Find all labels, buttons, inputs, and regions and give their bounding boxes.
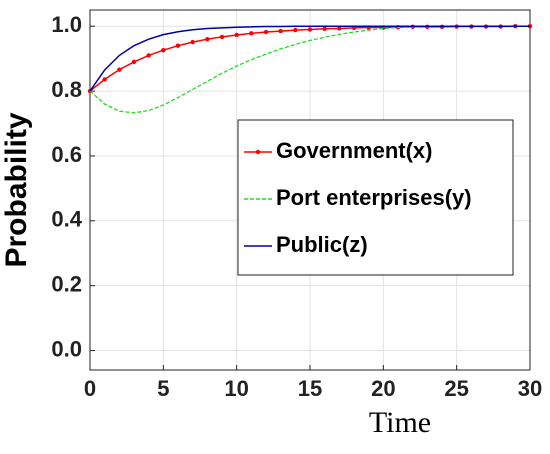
y-tick-label: 0.2 xyxy=(51,271,82,296)
series-marker xyxy=(293,27,298,33)
legend-marker xyxy=(255,149,261,155)
x-tick-label: 10 xyxy=(224,376,248,401)
x-tick-label: 15 xyxy=(298,376,322,401)
series-marker xyxy=(190,39,195,45)
series-marker xyxy=(322,26,327,32)
series-marker xyxy=(249,31,254,36)
series-marker xyxy=(131,59,137,65)
series-marker xyxy=(234,32,239,38)
plot-frame xyxy=(89,9,531,371)
y-tick-label: 0.4 xyxy=(51,207,82,232)
series-marker xyxy=(263,29,269,35)
y-axis-label: Probability xyxy=(0,112,33,267)
series-marker xyxy=(117,67,122,72)
x-tick-label: 5 xyxy=(157,376,169,401)
legend-label: Government(x) xyxy=(276,138,432,163)
y-tick-label: 0.8 xyxy=(51,77,82,102)
x-axis-label: Time xyxy=(369,406,431,439)
series-marker xyxy=(337,26,342,31)
series-marker xyxy=(307,27,313,32)
x-tick-label: 20 xyxy=(371,376,395,401)
y-tick-label: 0.0 xyxy=(51,336,82,361)
legend-label: Public(z) xyxy=(276,232,368,257)
x-tick-label: 30 xyxy=(518,376,542,401)
series-marker xyxy=(278,28,283,34)
series-marker xyxy=(146,53,151,58)
x-tick-label: 25 xyxy=(444,376,468,401)
legend-box xyxy=(237,119,514,276)
series-marker xyxy=(205,36,210,42)
series-marker xyxy=(219,34,225,40)
y-tick-label: 0.6 xyxy=(51,142,82,167)
legend-label: Port enterprises(y) xyxy=(276,185,472,210)
series-marker xyxy=(161,48,166,53)
series-line xyxy=(89,25,530,114)
series-marker xyxy=(102,77,107,82)
y-tick-label: 1.0 xyxy=(51,12,82,37)
series-marker xyxy=(175,43,181,48)
x-tick-label: 0 xyxy=(84,376,96,401)
series-line xyxy=(89,25,530,92)
